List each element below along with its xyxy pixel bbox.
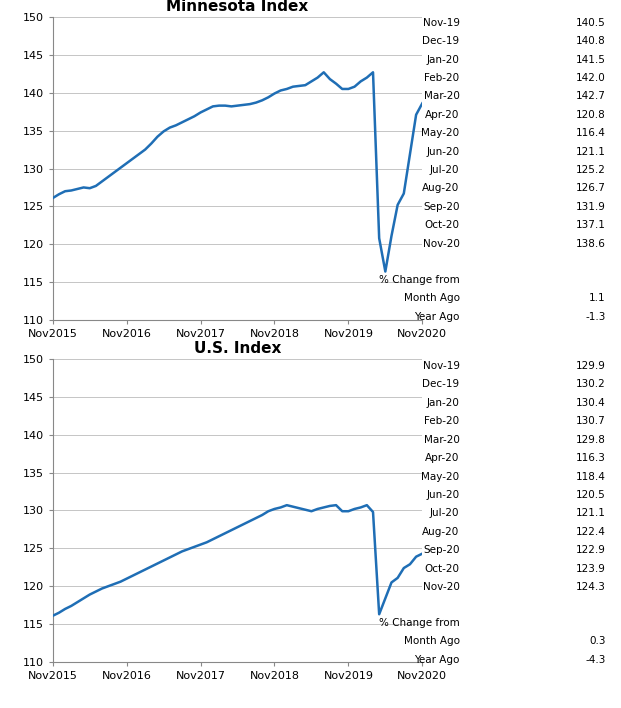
Text: 141.5: 141.5	[576, 55, 605, 64]
Text: Sep-20: Sep-20	[423, 202, 460, 212]
Text: Mar-20: Mar-20	[424, 91, 460, 101]
Text: 1.1: 1.1	[589, 293, 605, 303]
Text: Nov-20: Nov-20	[423, 582, 460, 592]
Text: 138.6: 138.6	[576, 239, 605, 249]
Text: Year Ago: Year Ago	[414, 655, 460, 665]
Text: 121.1: 121.1	[576, 147, 605, 156]
Text: Feb-20: Feb-20	[424, 416, 460, 426]
Text: Oct-20: Oct-20	[425, 564, 460, 573]
Text: % Change from: % Change from	[379, 618, 460, 628]
Text: Jan-20: Jan-20	[427, 398, 460, 408]
Text: 129.9: 129.9	[576, 361, 605, 371]
Text: Aug-20: Aug-20	[422, 183, 460, 193]
Text: Feb-20: Feb-20	[424, 73, 460, 83]
Text: 120.5: 120.5	[576, 490, 605, 500]
Text: Jul-20: Jul-20	[430, 165, 460, 175]
Text: 129.8: 129.8	[576, 435, 605, 445]
Text: Sep-20: Sep-20	[423, 545, 460, 555]
Text: 123.9: 123.9	[576, 564, 605, 573]
Text: 130.7: 130.7	[576, 416, 605, 426]
Text: Jun-20: Jun-20	[427, 490, 460, 500]
Text: Nov-19: Nov-19	[422, 18, 460, 28]
Text: 121.1: 121.1	[576, 508, 605, 518]
Text: Mar-20: Mar-20	[424, 435, 460, 445]
Text: Dec-19: Dec-19	[422, 36, 460, 46]
Text: 140.5: 140.5	[576, 18, 605, 28]
Text: 122.4: 122.4	[576, 527, 605, 537]
Text: 130.2: 130.2	[576, 379, 605, 389]
Text: 142.7: 142.7	[576, 91, 605, 101]
Text: % Change from: % Change from	[379, 275, 460, 285]
Text: 142.0: 142.0	[576, 73, 605, 83]
Text: Month Ago: Month Ago	[404, 293, 460, 303]
Text: Apr-20: Apr-20	[425, 453, 460, 463]
Text: 116.3: 116.3	[576, 453, 605, 463]
Text: Dec-19: Dec-19	[422, 379, 460, 389]
Text: -1.3: -1.3	[585, 312, 605, 321]
Text: Year Ago: Year Ago	[414, 312, 460, 321]
Text: 120.8: 120.8	[576, 110, 605, 120]
Text: 126.7: 126.7	[576, 183, 605, 193]
Text: May-20: May-20	[422, 128, 460, 138]
Text: 140.8: 140.8	[576, 36, 605, 46]
Text: Nov-20: Nov-20	[423, 239, 460, 249]
Text: 125.2: 125.2	[576, 165, 605, 175]
Text: Aug-20: Aug-20	[422, 527, 460, 537]
Text: 137.1: 137.1	[576, 220, 605, 230]
Text: 124.3: 124.3	[576, 582, 605, 592]
Text: Nov-19: Nov-19	[422, 361, 460, 371]
Text: May-20: May-20	[422, 472, 460, 481]
Text: 0.3: 0.3	[589, 636, 605, 646]
Text: -4.3: -4.3	[585, 655, 605, 665]
Text: 122.9: 122.9	[576, 545, 605, 555]
Text: Jun-20: Jun-20	[427, 147, 460, 156]
Text: Oct-20: Oct-20	[425, 220, 460, 230]
Title: Minnesota Index: Minnesota Index	[166, 0, 309, 14]
Text: Month Ago: Month Ago	[404, 636, 460, 646]
Text: 116.4: 116.4	[576, 128, 605, 138]
Title: U.S. Index: U.S. Index	[194, 341, 281, 356]
Text: 130.4: 130.4	[576, 398, 605, 408]
Text: 118.4: 118.4	[576, 472, 605, 481]
Text: 131.9: 131.9	[576, 202, 605, 212]
Text: Apr-20: Apr-20	[425, 110, 460, 120]
Text: Jan-20: Jan-20	[427, 55, 460, 64]
Text: Jul-20: Jul-20	[430, 508, 460, 518]
